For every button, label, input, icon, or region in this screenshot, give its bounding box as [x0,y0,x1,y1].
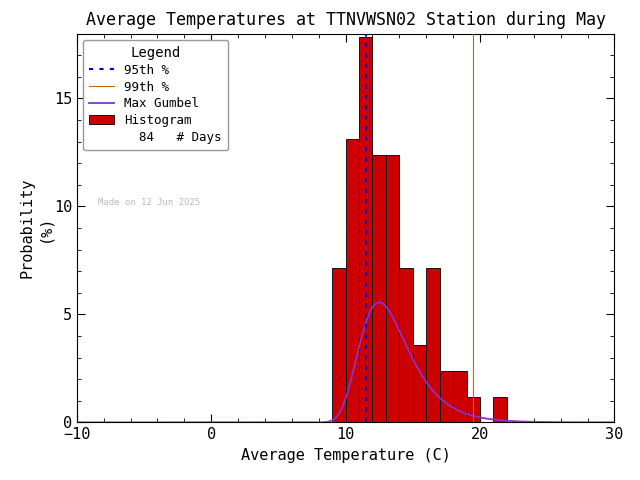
Bar [332,268,346,422]
Bar [426,268,440,422]
Bar [386,155,399,422]
Y-axis label: Probability
(%): Probability (%) [20,178,52,278]
Bar [413,345,426,422]
X-axis label: Average Temperature (C): Average Temperature (C) [241,448,451,463]
Bar [467,396,480,422]
Bar [440,371,453,422]
Title: Average Temperatures at TTNVWSN02 Station during May: Average Temperatures at TTNVWSN02 Statio… [86,11,605,29]
Bar [493,396,507,422]
Bar [453,371,467,422]
Bar [346,139,359,422]
Bar [359,36,372,422]
Legend: 95th %, 99th %, Max Gumbel, Histogram,   84   # Days: 95th %, 99th %, Max Gumbel, Histogram, 8… [83,40,228,150]
Bar [372,155,386,422]
Bar [399,268,413,422]
Text: Made on 12 Jun 2025: Made on 12 Jun 2025 [99,198,200,207]
